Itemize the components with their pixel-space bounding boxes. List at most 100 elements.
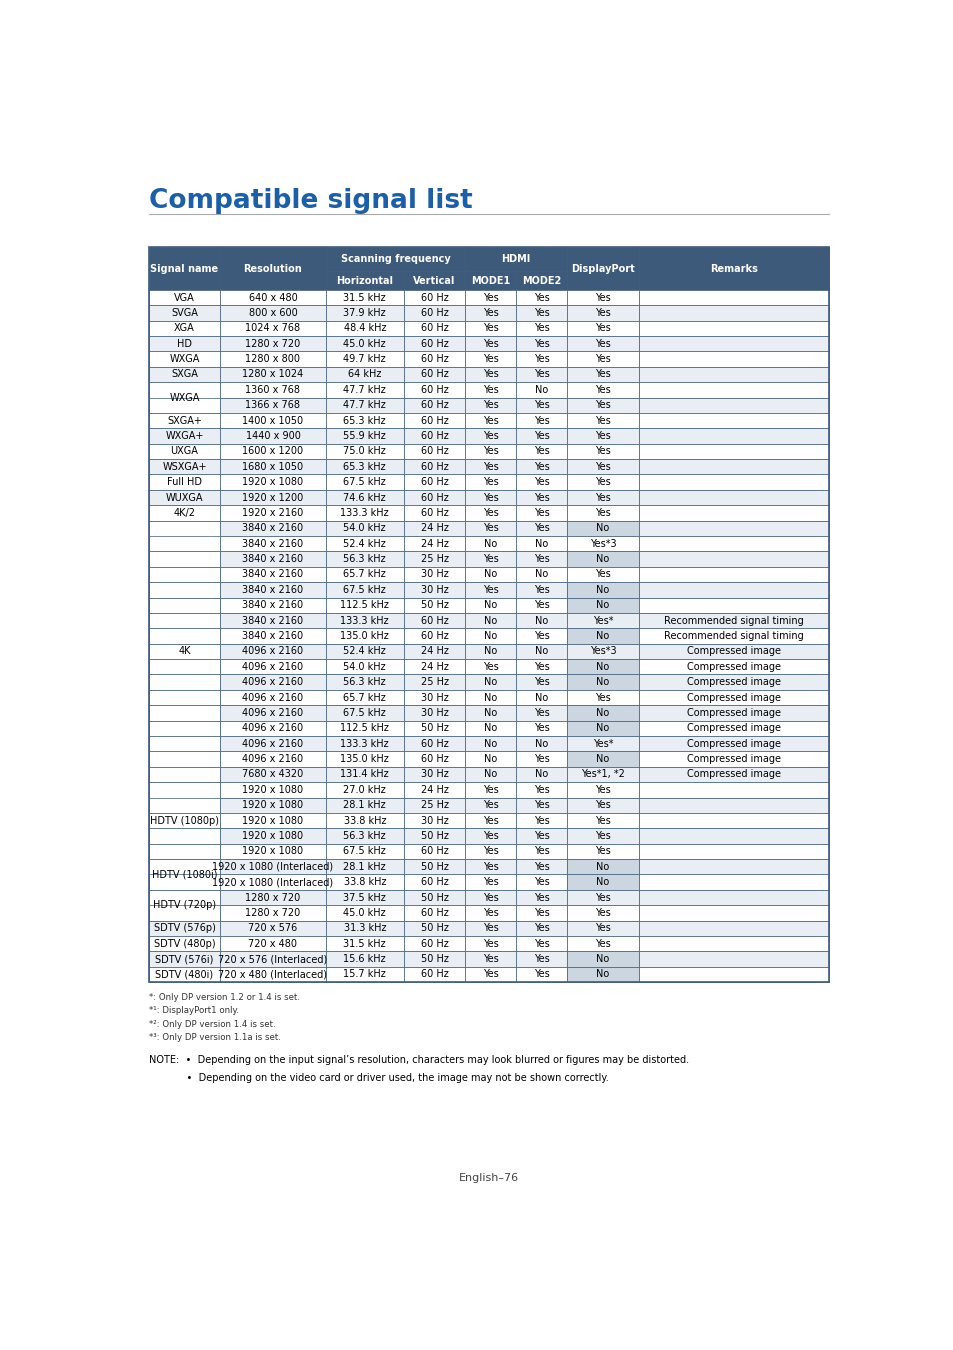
Bar <box>566 582 638 598</box>
Text: SDTV (576i): SDTV (576i) <box>155 954 213 964</box>
Text: No: No <box>596 878 609 887</box>
Bar <box>149 890 220 921</box>
Bar <box>220 829 325 844</box>
Bar <box>220 936 325 952</box>
Text: Compressed image: Compressed image <box>686 738 780 749</box>
Bar <box>149 659 220 675</box>
Text: Yes: Yes <box>534 784 549 795</box>
Text: Yes: Yes <box>482 416 498 425</box>
Text: Yes: Yes <box>595 892 610 903</box>
Bar <box>149 921 220 936</box>
Bar <box>403 736 465 752</box>
Bar <box>516 690 566 705</box>
Bar <box>149 536 220 551</box>
Text: Yes: Yes <box>482 400 498 410</box>
Text: 52.4 kHz: 52.4 kHz <box>343 539 386 548</box>
Bar <box>403 428 465 444</box>
Bar <box>638 428 828 444</box>
Text: Yes: Yes <box>482 508 498 518</box>
Text: 33.8 kHz: 33.8 kHz <box>343 878 386 887</box>
Bar <box>149 551 220 567</box>
Bar <box>638 567 828 582</box>
Bar <box>638 321 828 336</box>
Bar <box>465 752 516 767</box>
Text: Yes: Yes <box>595 385 610 394</box>
Bar <box>566 290 638 305</box>
Text: Yes: Yes <box>534 524 549 533</box>
Bar <box>465 444 516 459</box>
Bar <box>325 613 403 628</box>
Bar <box>403 690 465 705</box>
Text: No: No <box>596 707 609 718</box>
Bar <box>325 844 403 859</box>
Text: 60 Hz: 60 Hz <box>420 308 448 319</box>
Bar <box>638 582 828 598</box>
Text: Yes: Yes <box>534 678 549 687</box>
Bar <box>403 536 465 551</box>
Bar <box>638 767 828 782</box>
Bar <box>220 536 325 551</box>
Text: 3840 x 2160: 3840 x 2160 <box>242 524 303 533</box>
Text: 640 x 480: 640 x 480 <box>249 293 297 302</box>
Text: 24 Hz: 24 Hz <box>420 647 448 656</box>
Text: No: No <box>596 585 609 595</box>
Bar <box>516 582 566 598</box>
Bar <box>566 428 638 444</box>
Bar <box>325 567 403 582</box>
Text: 4096 x 2160: 4096 x 2160 <box>242 662 303 672</box>
Text: No: No <box>596 630 609 641</box>
Bar <box>516 505 566 521</box>
Text: Yes: Yes <box>482 969 498 980</box>
Bar <box>325 875 403 890</box>
Text: Compressed image: Compressed image <box>686 769 780 779</box>
Text: 1920 x 2160: 1920 x 2160 <box>242 508 303 518</box>
Bar <box>516 859 566 875</box>
Bar <box>325 290 403 305</box>
Text: WUXGA: WUXGA <box>166 493 203 502</box>
Text: 1920 x 1080: 1920 x 1080 <box>242 832 303 841</box>
Text: Yes: Yes <box>534 815 549 826</box>
Text: 49.7 kHz: 49.7 kHz <box>343 354 386 364</box>
Bar <box>638 690 828 705</box>
Bar <box>638 397 828 413</box>
Bar <box>465 351 516 367</box>
Bar <box>220 567 325 582</box>
Bar <box>638 721 828 736</box>
Bar <box>149 505 220 521</box>
Text: WXGA+: WXGA+ <box>165 431 204 441</box>
Bar <box>325 798 403 813</box>
Bar <box>465 490 516 505</box>
Bar <box>638 536 828 551</box>
Text: Yes: Yes <box>534 554 549 564</box>
Bar <box>638 906 828 921</box>
Bar <box>516 644 566 659</box>
Text: WXGA: WXGA <box>170 354 199 364</box>
Text: 133.3 kHz: 133.3 kHz <box>340 616 389 625</box>
Bar <box>516 875 566 890</box>
Text: No: No <box>596 861 609 872</box>
Bar <box>516 459 566 474</box>
Bar <box>149 367 220 382</box>
Bar <box>638 505 828 521</box>
Text: 65.7 kHz: 65.7 kHz <box>343 570 386 579</box>
Text: Yes: Yes <box>595 846 610 856</box>
Text: 60 Hz: 60 Hz <box>420 370 448 379</box>
Bar <box>638 859 828 875</box>
Text: 4096 x 2160: 4096 x 2160 <box>242 738 303 749</box>
Text: 720 x 480 (Interlaced): 720 x 480 (Interlaced) <box>218 969 327 980</box>
Text: 1280 x 720: 1280 x 720 <box>245 339 300 348</box>
Bar <box>403 397 465 413</box>
Text: 67.5 kHz: 67.5 kHz <box>343 846 386 856</box>
Bar <box>220 598 325 613</box>
Text: 48.4 kHz: 48.4 kHz <box>343 323 386 333</box>
Bar <box>403 305 465 321</box>
Bar <box>220 736 325 752</box>
Bar <box>149 705 220 721</box>
Text: Yes: Yes <box>595 323 610 333</box>
Text: Yes: Yes <box>534 861 549 872</box>
Text: No: No <box>483 647 497 656</box>
Bar <box>516 428 566 444</box>
Bar <box>566 859 638 875</box>
Bar <box>465 875 516 890</box>
Bar <box>566 798 638 813</box>
